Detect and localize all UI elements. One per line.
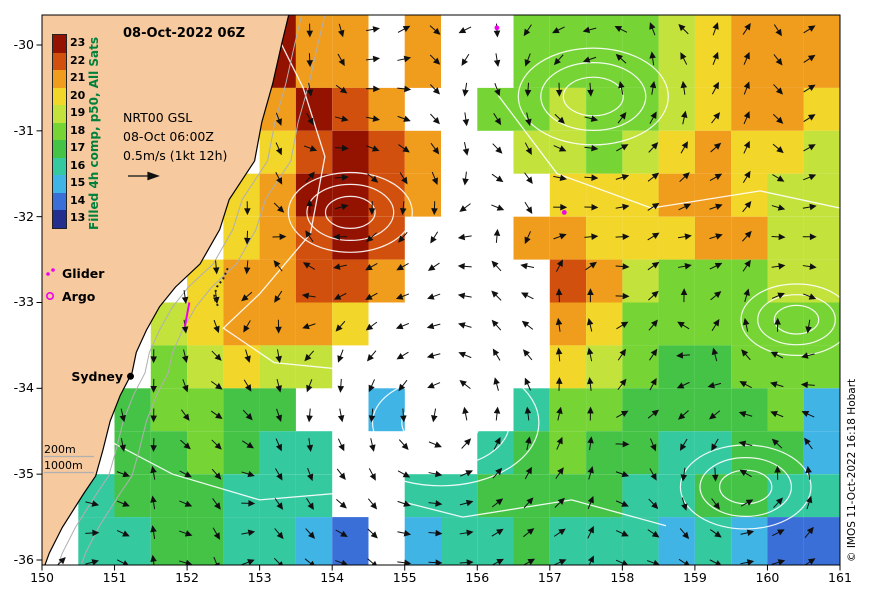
colorbar-swatch — [53, 87, 66, 105]
y-axis-tick-label: -35 — [13, 466, 34, 482]
date-title: 08-Oct-2022 06Z — [123, 26, 246, 41]
velocity-scale-label: 0.5m/s (1kt 12h) — [123, 148, 228, 163]
argo-marker — [494, 25, 500, 31]
colorbar-tick-label: 22 — [70, 53, 86, 67]
y-axis-tick-label: -30 — [13, 37, 34, 52]
glider-track-magenta — [183, 302, 191, 327]
colorbar-tick-label: 16 — [70, 158, 86, 172]
colorbar — [52, 34, 67, 229]
ssh-contours — [106, 15, 840, 530]
glider-legend-label: Glider — [62, 266, 105, 281]
colorbar-tick-label: 18 — [70, 123, 86, 137]
colorbar-swatch — [53, 52, 66, 70]
depth-label-200m: 200m — [44, 443, 76, 456]
x-axis-tick-label: 154 — [320, 570, 345, 585]
y-axis-tick-label: -31 — [13, 122, 34, 138]
x-axis-tick-label: 155 — [392, 570, 417, 585]
x-axis-tick-label: 157 — [537, 570, 562, 585]
depth-label-1000m: 1000m — [44, 459, 83, 472]
copyright-text: © IMOS 11-Oct-2022 16:18 Hobart — [846, 378, 858, 562]
colorbar-swatch — [53, 175, 66, 193]
current-arrows — [55, 22, 817, 565]
glider-track-dotted — [212, 267, 229, 308]
x-axis-tick-label: 151 — [102, 570, 127, 585]
city-label-sydney: Sydney — [71, 369, 123, 384]
x-axis-tick-label: 160 — [755, 570, 780, 585]
sydney-marker — [127, 372, 134, 380]
argo-marker — [561, 210, 567, 215]
legend-glyphs — [45, 268, 55, 300]
colorbar-swatch — [53, 157, 66, 175]
plot-frame — [36, 14, 841, 571]
velocity-scale-arrow-icon — [128, 171, 160, 181]
colorbar-tick-label: 23 — [70, 36, 86, 49]
x-axis-tick-label: 159 — [682, 570, 707, 585]
colorbar-tick-label: 21 — [70, 71, 86, 84]
colorbar-label: Filled 4h comp, p50, All Sats — [87, 36, 101, 230]
colorbar-tick-label: 15 — [70, 176, 86, 189]
bathymetry-contours — [44, 15, 326, 565]
colorbar-tick-label: 14 — [70, 193, 86, 207]
colorbar-tick-label: 19 — [70, 106, 86, 119]
y-axis-tick-label: -32 — [13, 208, 34, 224]
colorbar-tick-label: 13 — [70, 211, 86, 224]
observation-markers — [127, 25, 567, 380]
x-axis-tick-label: 153 — [247, 570, 272, 585]
model-name-label: NRT00 GSL — [123, 110, 193, 125]
y-axis-tick-label: -34 — [13, 380, 34, 396]
x-axis-tick-label: 152 — [175, 570, 199, 585]
x-axis-tick-label: 161 — [828, 570, 852, 585]
glider-legend-dot-icon — [46, 272, 50, 276]
y-axis-tick-label: -33 — [13, 294, 34, 310]
y-axis-tick-label: -36 — [13, 551, 34, 567]
x-axis-tick-label: 158 — [610, 570, 635, 585]
glider-legend-dot-icon — [51, 268, 55, 272]
colorbar-swatch — [53, 35, 66, 53]
colorbar-swatch — [53, 192, 66, 210]
x-axis-tick-label: 150 — [30, 570, 54, 585]
colorbar-swatch — [53, 140, 66, 158]
model-time-label: 08-Oct 06:00Z — [123, 129, 214, 144]
sst-heatmap — [78, 15, 840, 565]
argo-legend-label: Argo — [62, 289, 96, 304]
argo-legend-circle-icon — [45, 291, 54, 300]
land-mass — [42, 15, 290, 565]
coastline — [44, 15, 290, 565]
colorbar-tick-label: 17 — [70, 141, 86, 154]
colorbar-swatch — [53, 210, 66, 228]
colorbar-swatch — [53, 105, 66, 123]
colorbar-tick-label: 20 — [70, 88, 86, 102]
colorbar-swatch — [53, 122, 66, 140]
x-axis-tick-label: 156 — [465, 570, 490, 585]
colorbar-swatch — [53, 70, 66, 88]
